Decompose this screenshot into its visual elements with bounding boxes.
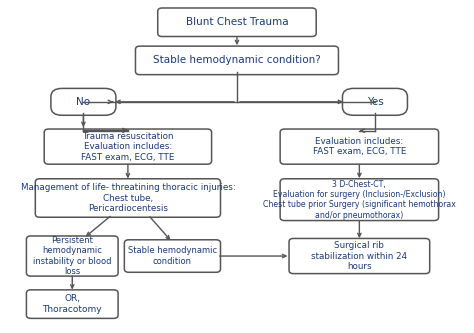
FancyBboxPatch shape (280, 129, 438, 164)
Text: Trauma resuscitation
Evaluation includes:
FAST exam, ECG, TTE: Trauma resuscitation Evaluation includes… (81, 132, 174, 162)
Text: Blunt Chest Trauma: Blunt Chest Trauma (186, 17, 288, 27)
FancyBboxPatch shape (27, 236, 118, 276)
FancyBboxPatch shape (36, 179, 220, 217)
FancyBboxPatch shape (342, 88, 408, 115)
FancyBboxPatch shape (124, 240, 220, 272)
Text: Evaluation includes:
FAST exam, ECG, TTE: Evaluation includes: FAST exam, ECG, TTE (313, 137, 406, 156)
FancyBboxPatch shape (27, 290, 118, 318)
Text: Stable hemodynamic condition?: Stable hemodynamic condition? (153, 55, 321, 65)
FancyBboxPatch shape (280, 179, 438, 220)
FancyBboxPatch shape (158, 8, 316, 37)
Text: Stable hemodynamic
condition: Stable hemodynamic condition (128, 246, 217, 266)
FancyBboxPatch shape (289, 238, 430, 274)
Text: OR,
Thoracotomy: OR, Thoracotomy (43, 294, 102, 314)
Text: Yes: Yes (366, 97, 383, 107)
Text: No: No (76, 97, 91, 107)
FancyBboxPatch shape (44, 129, 211, 164)
Text: 3 D-Chest-CT,
Evaluation for surgery (Inclusion-/Exclusion)
Chest tube prior Sur: 3 D-Chest-CT, Evaluation for surgery (In… (263, 179, 456, 220)
FancyBboxPatch shape (136, 46, 338, 75)
Text: Persistent
hemodynamic
instability or blood
loss: Persistent hemodynamic instability or bl… (33, 236, 111, 276)
Text: Management of life- threatining thoracic injuries:
Chest tube,
Pericardiocentesi: Management of life- threatining thoracic… (20, 183, 235, 213)
Text: Surgical rib
stabilization within 24
hours: Surgical rib stabilization within 24 hou… (311, 241, 408, 271)
FancyBboxPatch shape (51, 88, 116, 115)
